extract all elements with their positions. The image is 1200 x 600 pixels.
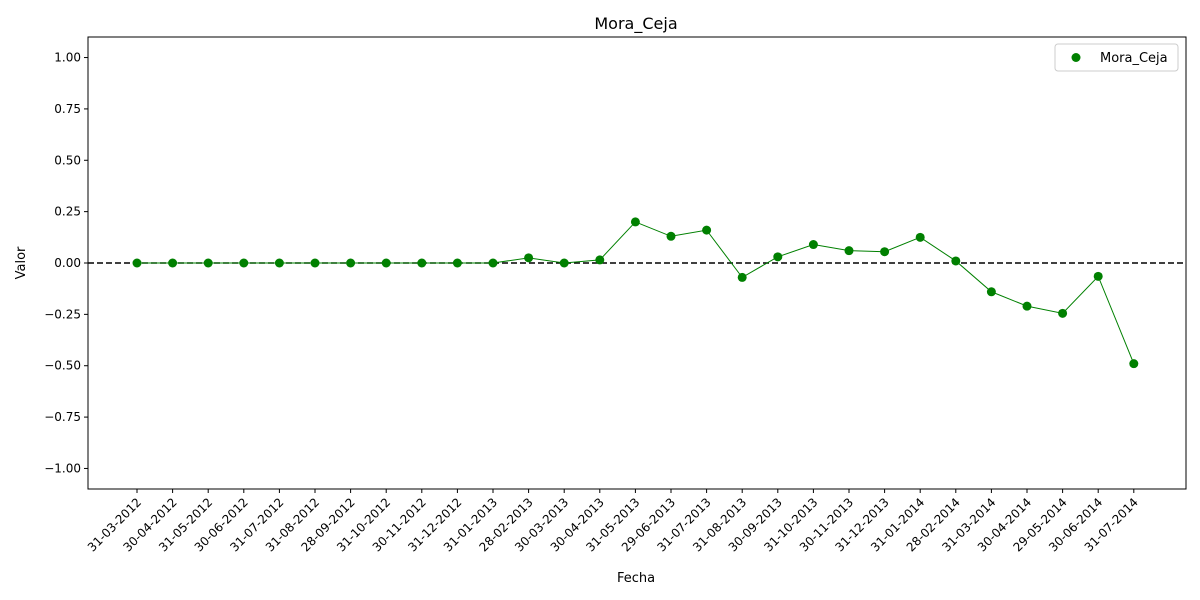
data-point xyxy=(310,258,320,268)
data-point xyxy=(203,258,213,268)
y-tick-label: −0.25 xyxy=(44,307,81,321)
legend-box xyxy=(1054,43,1179,72)
x-axis-label: Fecha xyxy=(617,571,655,586)
data-point xyxy=(1058,308,1068,318)
series-line xyxy=(137,221,1135,364)
y-tick-label: 0.50 xyxy=(54,153,81,167)
y-tick-label: 0.75 xyxy=(54,102,81,116)
data-point xyxy=(915,232,925,242)
data-point xyxy=(524,253,534,263)
data-point xyxy=(808,240,818,250)
data-point xyxy=(951,256,961,266)
data-point xyxy=(666,231,676,241)
data-point xyxy=(773,252,783,262)
data-point xyxy=(381,258,391,268)
data-point xyxy=(346,258,356,268)
plot-area: 1.00 0.75 0.50 0.25 0.00 −0.25 −0.50 −0.75 −1.00… xyxy=(44,36,1187,554)
data-point xyxy=(559,258,569,268)
y-tick-label: −0.75 xyxy=(44,410,81,424)
y-tick-label: −0.50 xyxy=(44,359,81,373)
data-point xyxy=(737,272,747,282)
data-point xyxy=(630,217,640,227)
data-point xyxy=(239,258,249,268)
data-point xyxy=(844,246,854,256)
data-point xyxy=(702,225,712,235)
data-point xyxy=(1129,359,1139,369)
data-point xyxy=(417,258,427,268)
y-tick-label: 0.25 xyxy=(54,205,81,219)
y-tick-label: −1.00 xyxy=(44,461,81,475)
data-point xyxy=(1093,271,1103,281)
y-tick-label: 0.00 xyxy=(54,256,81,270)
y-tick-label: 1.00 xyxy=(54,51,81,65)
data-point xyxy=(452,258,462,268)
data-point xyxy=(1022,301,1032,311)
data-point xyxy=(132,258,142,268)
data-point xyxy=(595,255,605,265)
data-point xyxy=(168,258,178,268)
legend-label: Mora_Ceja xyxy=(1100,51,1168,66)
y-axis-label: Valor xyxy=(14,246,29,279)
data-point xyxy=(488,258,498,268)
data-point xyxy=(986,287,996,297)
data-point xyxy=(274,258,284,268)
legend: Mora_Ceja xyxy=(1054,43,1179,72)
data-point xyxy=(880,247,890,257)
chart-title: Mora_Ceja xyxy=(594,14,677,34)
legend-marker xyxy=(1071,53,1081,62)
